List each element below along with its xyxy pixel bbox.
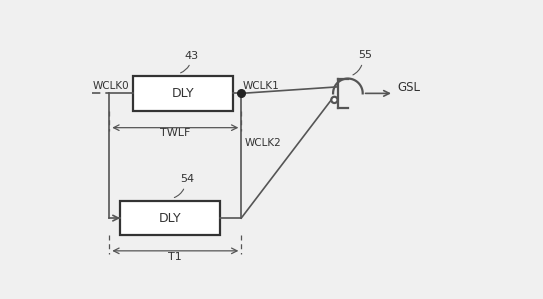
Text: DLY: DLY: [159, 212, 181, 225]
Text: WCLK1: WCLK1: [243, 81, 280, 91]
FancyBboxPatch shape: [132, 76, 232, 111]
Circle shape: [331, 97, 338, 103]
Text: T1: T1: [168, 251, 182, 262]
Text: DLY: DLY: [172, 87, 194, 100]
Text: TWLF: TWLF: [160, 128, 191, 138]
FancyBboxPatch shape: [120, 201, 220, 235]
Text: 55: 55: [358, 50, 372, 60]
Text: 54: 54: [180, 174, 194, 184]
Text: GSL: GSL: [397, 81, 420, 94]
Text: WCLK2: WCLK2: [245, 138, 282, 148]
Text: 43: 43: [185, 51, 199, 61]
Text: WCLK0: WCLK0: [93, 81, 129, 91]
